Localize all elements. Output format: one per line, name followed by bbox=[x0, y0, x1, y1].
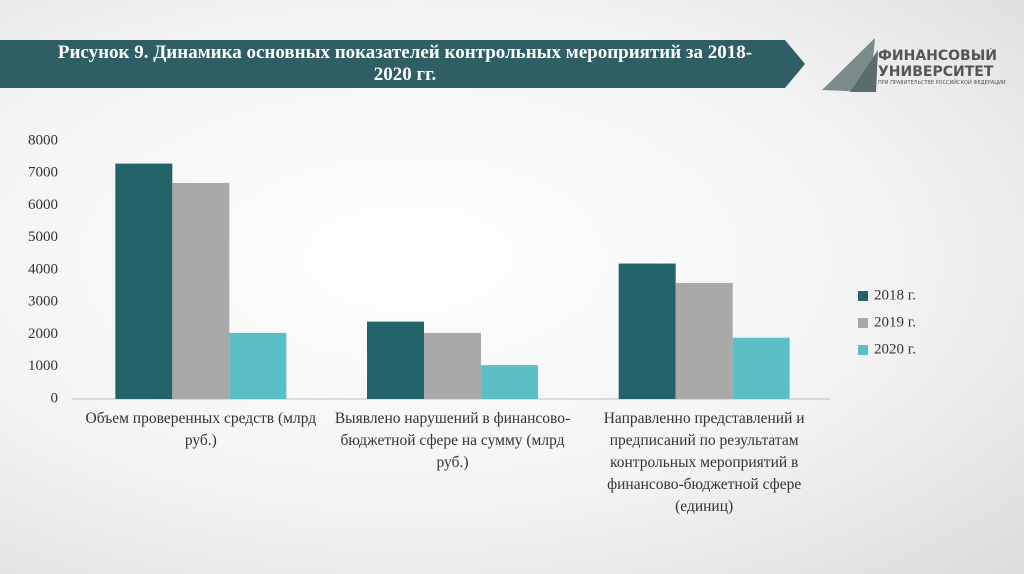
y-tick-label: 2000 bbox=[28, 326, 58, 342]
bar bbox=[172, 182, 230, 399]
y-tick-label: 4000 bbox=[28, 261, 58, 277]
title-banner bbox=[0, 40, 805, 88]
legend-label: 2018 г. bbox=[874, 287, 916, 303]
bar bbox=[675, 282, 733, 399]
title-box: Рисунок 9. Динамика основных показателей… bbox=[57, 42, 753, 85]
bar bbox=[732, 337, 790, 399]
x-tick-label: Объем проверенных средств (млрд руб.) bbox=[85, 410, 317, 449]
logo-mark bbox=[850, 50, 878, 92]
logo-name: ФИНАНСОВЫЙ УНИВЕРСИТЕТ bbox=[878, 48, 997, 80]
bar bbox=[618, 263, 676, 399]
logo-box: ФИНАНСОВЫЙ УНИВЕРСИТЕТ ПРИ ПРАВИТЕЛЬСТВЕ… bbox=[878, 48, 1006, 86]
logo-subtitle: ПРИ ПРАВИТЕЛЬСТВЕ РОССИЙСКОЙ ФЕДЕРАЦИИ bbox=[878, 80, 1006, 86]
bar bbox=[367, 321, 424, 399]
legend-swatch bbox=[858, 318, 868, 328]
bar bbox=[229, 332, 287, 399]
legend-label: 2020 г. bbox=[874, 341, 916, 357]
y-tick-label: 7000 bbox=[28, 165, 58, 181]
legend-label: 2019 г. bbox=[874, 314, 916, 330]
bar bbox=[481, 365, 538, 399]
y-tick-label: 1000 bbox=[28, 358, 58, 374]
bar bbox=[424, 332, 481, 399]
bar bbox=[115, 163, 173, 399]
y-tick-label: 6000 bbox=[28, 197, 58, 213]
chart-title: Рисунок 9. Динамика основных показателей… bbox=[57, 42, 753, 85]
y-tick-label: 0 bbox=[51, 390, 59, 406]
legend-swatch bbox=[858, 291, 868, 301]
x-tick-label: Направленно представлений и предписаний … bbox=[603, 410, 805, 515]
x-tick-label: Выявлено нарушений в финансово-бюджетной… bbox=[334, 410, 571, 471]
y-tick-label: 8000 bbox=[28, 132, 58, 148]
y-tick-label: 5000 bbox=[28, 229, 58, 245]
legend-swatch bbox=[858, 345, 868, 355]
y-tick-label: 3000 bbox=[28, 294, 58, 310]
